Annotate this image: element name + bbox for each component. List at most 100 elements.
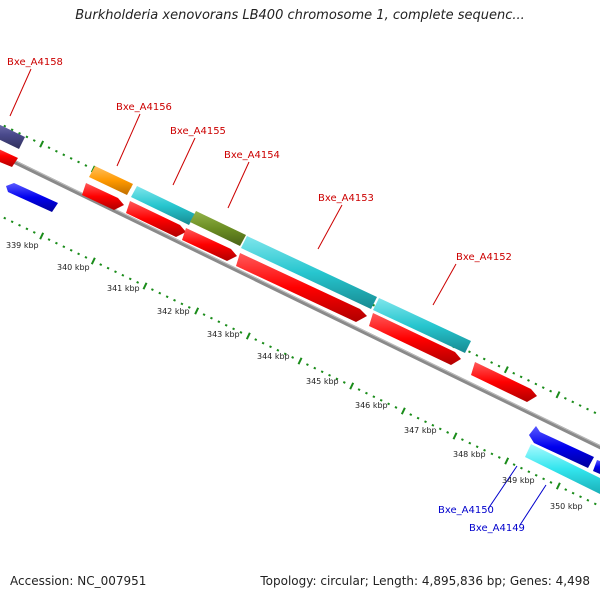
minor-tick xyxy=(328,373,331,377)
minor-tick xyxy=(416,416,420,420)
minor-tick xyxy=(438,427,442,431)
leader-line xyxy=(116,113,141,167)
minor-tick xyxy=(55,241,58,245)
genome-stats: Topology: circular; Length: 4,895,836 bp… xyxy=(260,574,590,588)
gene-feature-red-arrow[interactable] xyxy=(0,145,18,167)
gene-label-bxe-a4149[interactable]: Bxe_A4149 xyxy=(469,523,525,534)
gene-feature-red-arrow[interactable] xyxy=(369,313,461,365)
minor-tick xyxy=(490,452,494,456)
minor-tick xyxy=(239,331,243,334)
scale-label: 347 kbp xyxy=(404,426,437,435)
minor-tick xyxy=(549,389,553,393)
gene-feature-orange[interactable] xyxy=(89,166,133,195)
gene-feature-red-arrow[interactable] xyxy=(182,228,237,261)
minor-tick xyxy=(372,303,376,307)
leader-line xyxy=(432,263,457,306)
minor-tick xyxy=(18,131,21,135)
minor-tick xyxy=(571,491,575,495)
minor-tick xyxy=(32,231,36,234)
minor-tick xyxy=(372,395,376,399)
minor-tick xyxy=(224,323,228,327)
minor-tick xyxy=(202,313,206,316)
major-tick xyxy=(555,391,561,399)
minor-tick xyxy=(379,398,383,402)
minor-tick xyxy=(468,350,471,354)
label-leaders xyxy=(9,68,547,526)
minor-tick xyxy=(150,288,154,291)
minor-tick xyxy=(106,266,110,270)
gene-label-bxe-a4158[interactable]: Bxe_A4158 xyxy=(7,57,63,68)
minor-tick xyxy=(47,146,51,150)
major-tick xyxy=(39,140,45,148)
major-tick xyxy=(245,332,251,340)
minor-tick xyxy=(69,157,73,160)
minor-tick xyxy=(136,281,140,284)
gene-label-bxe-a4150[interactable]: Bxe_A4150 xyxy=(438,505,494,516)
minor-tick xyxy=(593,411,597,415)
gene-label-bxe-a4152[interactable]: Bxe_A4152 xyxy=(456,252,512,263)
gene-label-bxe-a4153[interactable]: Bxe_A4153 xyxy=(318,193,374,204)
major-tick xyxy=(297,357,303,365)
map-title: Burkholderia xenovorans LB400 chromosome… xyxy=(75,8,525,23)
minor-tick xyxy=(468,441,472,445)
gene-label-bxe-a4156[interactable]: Bxe_A4156 xyxy=(116,102,172,113)
minor-tick xyxy=(25,227,29,231)
gene-feature-blue-a4150[interactable] xyxy=(529,426,594,468)
gene-feature-cyan-a4155[interactable] xyxy=(131,186,195,225)
gene-feature-blue-arrow[interactable] xyxy=(6,183,58,212)
gene-feature-cyan-a4153[interactable] xyxy=(241,236,377,309)
minor-tick xyxy=(128,277,132,281)
gene-feature-lightcyan-a4149[interactable] xyxy=(525,444,600,494)
minor-tick xyxy=(527,470,531,474)
scale-label: 345 kbp xyxy=(306,377,339,386)
minor-tick xyxy=(10,128,14,132)
gene-feature-cyan-a4152[interactable] xyxy=(373,298,471,353)
leader-line xyxy=(317,204,343,250)
minor-tick xyxy=(269,345,272,349)
minor-tick xyxy=(320,370,324,374)
scale-label: 348 kbp xyxy=(453,450,486,459)
minor-tick xyxy=(512,371,516,375)
minor-tick xyxy=(534,382,538,386)
feature-track-outer xyxy=(0,120,600,494)
minor-tick xyxy=(563,396,567,400)
minor-tick xyxy=(446,431,450,434)
major-tick xyxy=(503,366,509,374)
minor-tick xyxy=(69,248,73,252)
major-tick xyxy=(39,232,45,240)
major-tick xyxy=(504,457,510,465)
minor-tick xyxy=(32,139,36,142)
gene-label-bxe-a4154[interactable]: Bxe_A4154 xyxy=(224,150,280,161)
minor-tick xyxy=(357,388,361,391)
scale-label: 350 kbp xyxy=(550,502,583,511)
minor-tick xyxy=(187,306,191,309)
major-tick xyxy=(349,382,355,390)
gene-feature-olive-a4154[interactable] xyxy=(190,211,246,246)
minor-tick xyxy=(497,456,501,459)
minor-tick xyxy=(549,481,553,484)
scale-label: 341 kbp xyxy=(107,284,140,293)
gene-label-bxe-a4155[interactable]: Bxe_A4155 xyxy=(170,126,226,137)
minor-tick xyxy=(586,498,590,502)
minor-tick xyxy=(534,473,538,477)
minor-tick xyxy=(291,356,295,359)
leader-line xyxy=(172,137,196,186)
major-tick xyxy=(555,482,561,490)
feature-track-inner xyxy=(0,145,600,474)
minor-tick xyxy=(18,223,21,227)
gene-feature-blue-edge[interactable] xyxy=(593,460,600,474)
leader-line xyxy=(487,465,518,510)
gene-feature-red-arrow[interactable] xyxy=(82,183,124,210)
minor-tick xyxy=(313,366,317,370)
genome-backbone xyxy=(0,152,600,450)
minor-tick xyxy=(342,381,346,384)
minor-tick xyxy=(180,302,184,306)
gene-feature-purple[interactable] xyxy=(0,120,25,149)
gene-labels: Bxe_A4158 Bxe_A4156 Bxe_A4155 Bxe_A4154 … xyxy=(7,57,525,534)
gene-feature-red-arrow[interactable] xyxy=(471,362,537,402)
gene-feature-red-arrow[interactable] xyxy=(236,253,367,322)
gene-feature-red-arrow[interactable] xyxy=(126,201,186,237)
minor-tick xyxy=(254,338,258,341)
minor-tick xyxy=(165,295,169,299)
